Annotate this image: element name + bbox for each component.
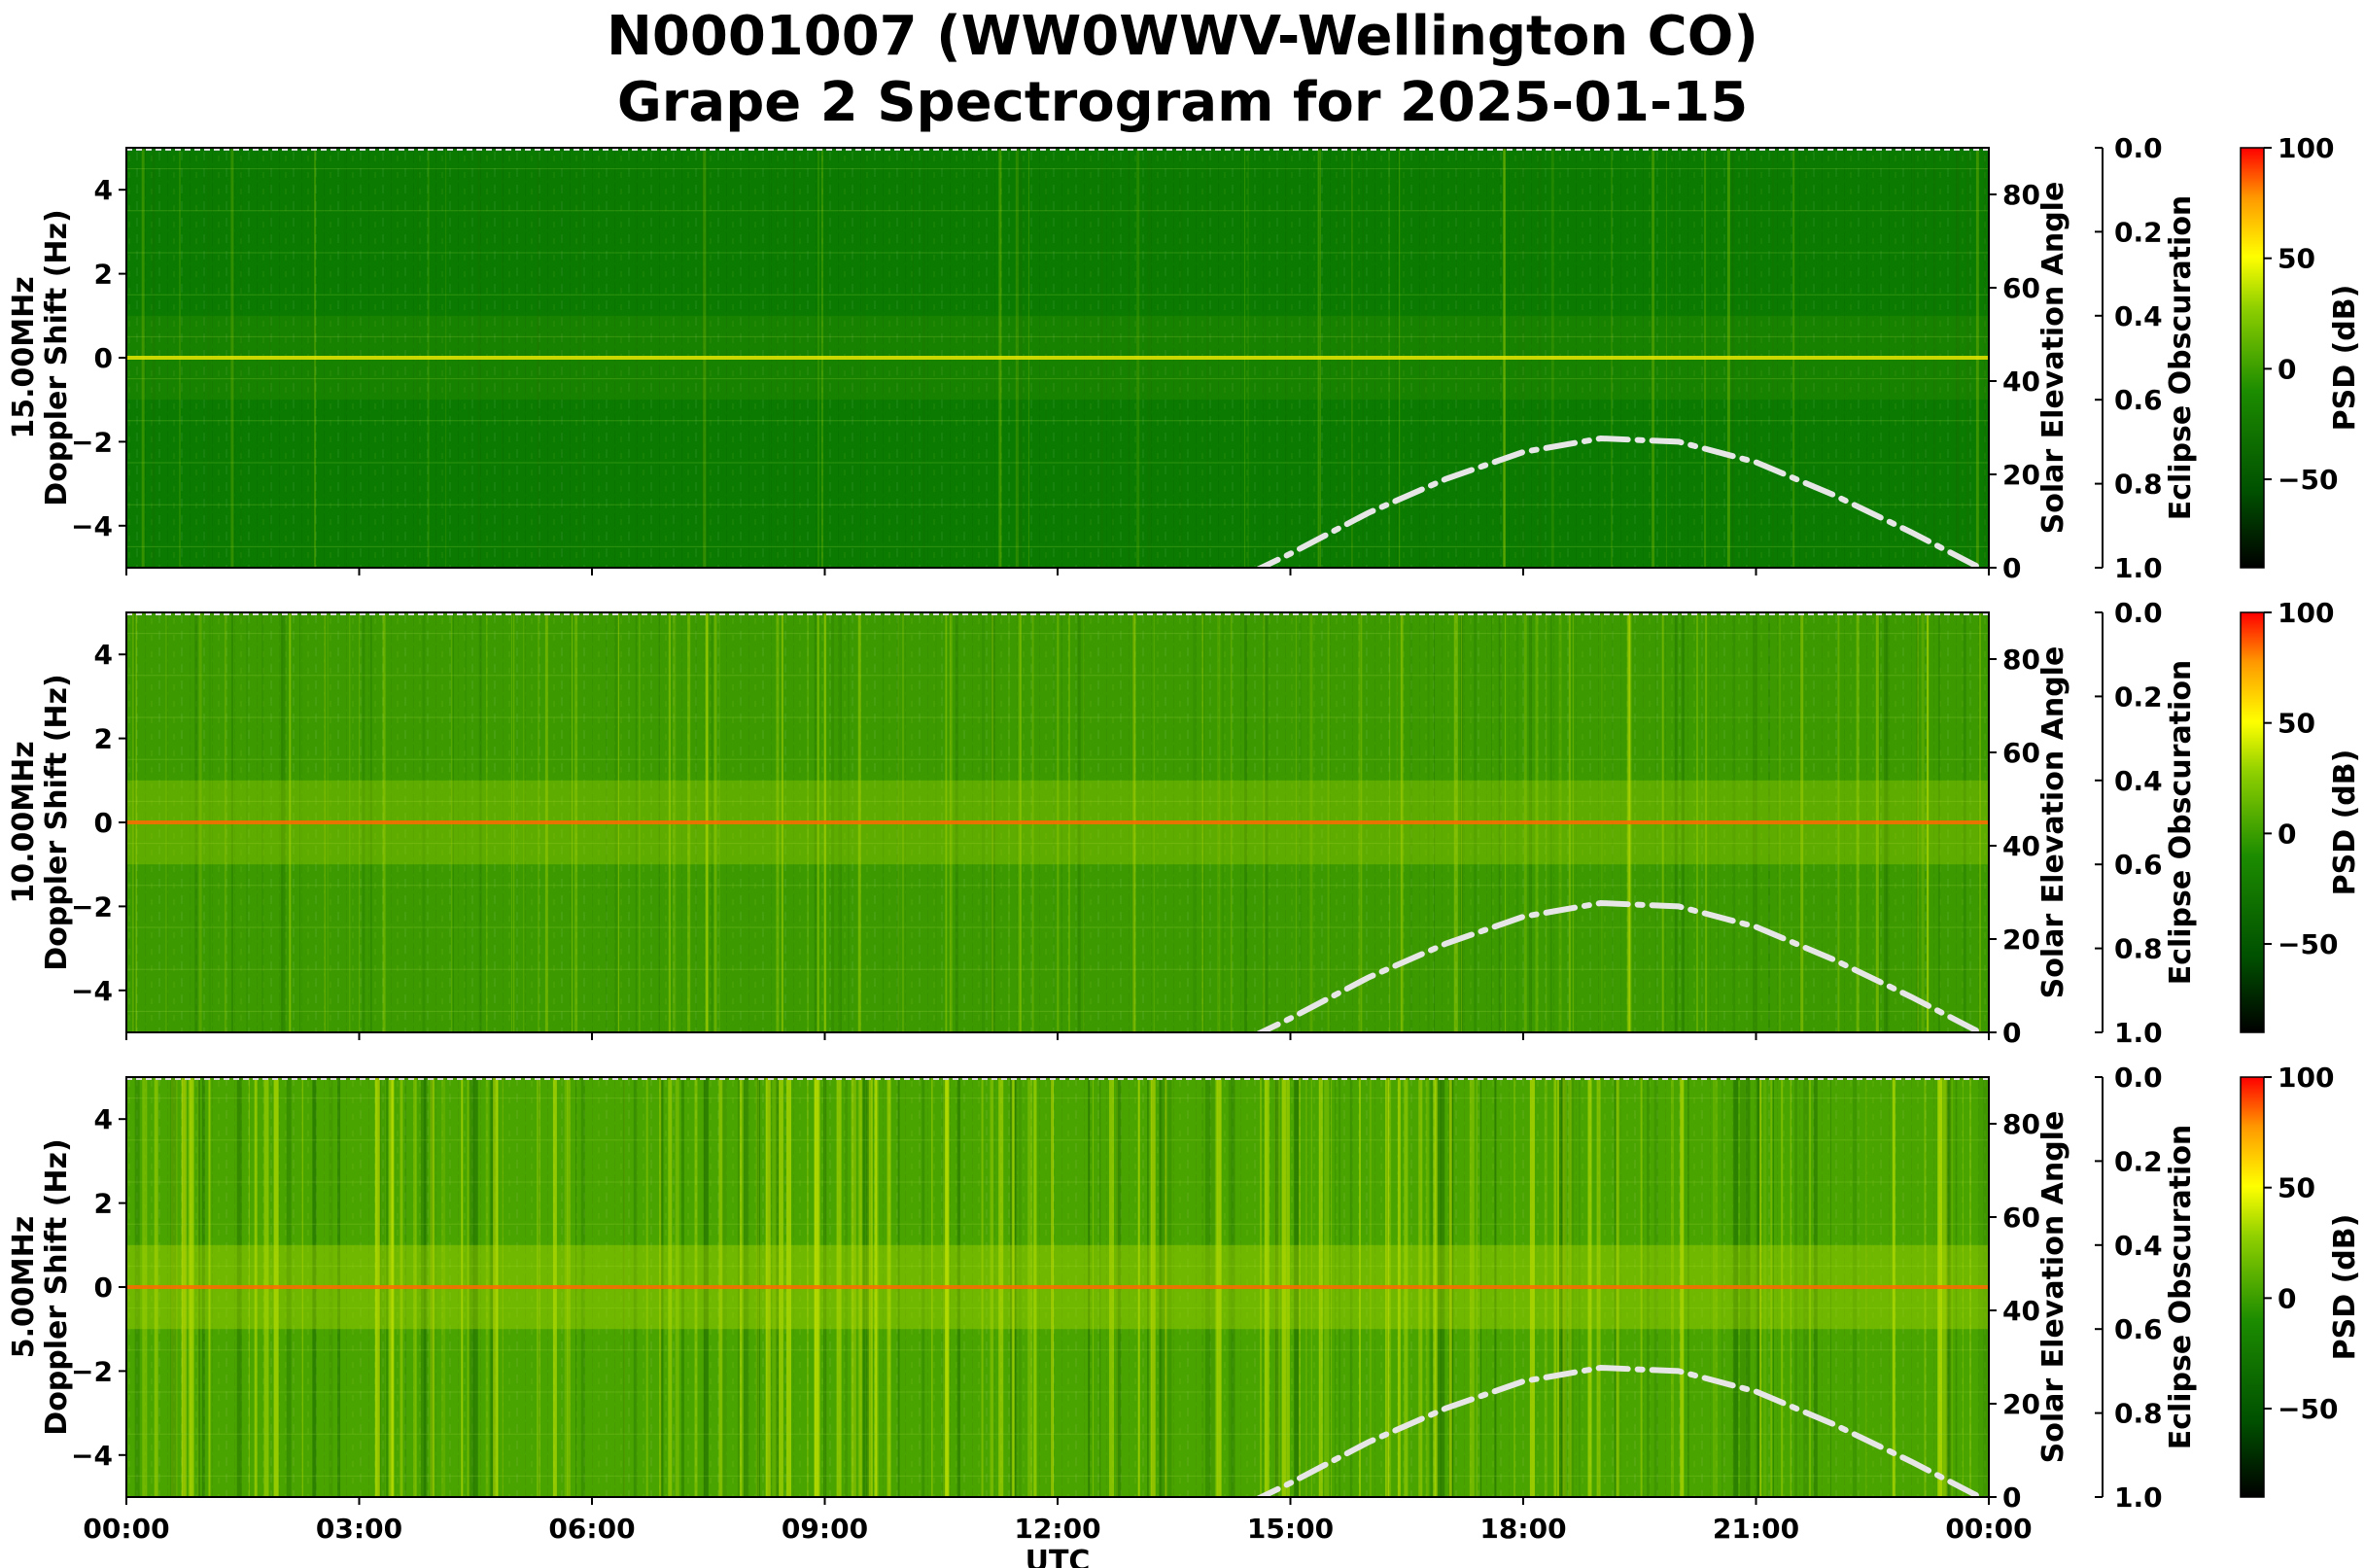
y-axis-label-line-2: Doppler Shift (Hz) xyxy=(40,674,74,970)
y-tick-label: 2 xyxy=(94,259,113,291)
eclipse-tick-label: 0.8 xyxy=(2114,933,2163,965)
right-tick-label: 20 xyxy=(2002,459,2040,491)
colorbar-label: PSD (dB) xyxy=(2328,749,2362,896)
chart-title: N0001007 (WW0WWV-Wellington CO) Grape 2 … xyxy=(0,4,2365,136)
right-tick-label: 20 xyxy=(2002,1388,2040,1420)
eclipse-tick-label: 0.2 xyxy=(2114,1145,2163,1177)
eclipse-tick-label: 0.0 xyxy=(2114,132,2163,164)
right-tick-label: 60 xyxy=(2002,1202,2040,1234)
y-tick-label: −4 xyxy=(71,1440,113,1472)
colorbar-tick-label: 50 xyxy=(2278,708,2315,740)
right-tick-label: 40 xyxy=(2002,830,2040,862)
eclipse-tick-label: 0.6 xyxy=(2114,384,2163,416)
right-tick-label: 80 xyxy=(2002,644,2040,676)
eclipse-tick-label: 0.2 xyxy=(2114,680,2163,713)
y-tick-label: −2 xyxy=(71,426,113,458)
colorbar-label: PSD (dB) xyxy=(2328,285,2362,432)
y-tick-label: 0 xyxy=(94,807,113,839)
y-tick-label: 0 xyxy=(94,1272,113,1304)
eclipse-tick-label: 1.0 xyxy=(2114,1481,2163,1514)
colorbar-tick-label: 100 xyxy=(2278,1062,2334,1094)
y-axis-label-line-2: Doppler Shift (Hz) xyxy=(40,209,74,505)
x-tick-label: 00:00 xyxy=(83,1513,169,1545)
colorbar xyxy=(2240,611,2265,1033)
eclipse-axis-label: Eclipse Obscuration xyxy=(2164,1125,2198,1450)
x-tick-label: 18:00 xyxy=(1479,1513,1566,1545)
y-tick-label: 4 xyxy=(94,1103,113,1135)
eclipse-tick-label: 0.4 xyxy=(2114,1230,2163,1262)
colorbar xyxy=(2240,1076,2265,1498)
right-axis-label: Solar Elevation Angle xyxy=(2036,1111,2070,1464)
colorbar-label: PSD (dB) xyxy=(2328,1214,2362,1361)
right-tick-label: 80 xyxy=(2002,179,2040,211)
colorbar-tick-label: −50 xyxy=(2278,1393,2338,1425)
x-axis-label: UTC xyxy=(1026,1545,1091,1568)
colorbar xyxy=(2240,147,2265,569)
x-tick-label: 15:00 xyxy=(1247,1513,1334,1545)
y-tick-label: 0 xyxy=(94,342,113,374)
title-line-2: Grape 2 Spectrogram for 2025-01-15 xyxy=(616,71,1749,134)
right-tick-label: 0 xyxy=(2002,1481,2021,1514)
colorbar-tick-label: 100 xyxy=(2278,132,2334,164)
y-axis-label-line-1: 15.00MHz xyxy=(7,276,41,438)
right-axis-label: Solar Elevation Angle xyxy=(2036,646,2070,999)
colorbar-tick-label: 100 xyxy=(2278,597,2334,629)
right-tick-label: 60 xyxy=(2002,272,2040,304)
right-tick-label: 40 xyxy=(2002,366,2040,398)
eclipse-tick-label: 1.0 xyxy=(2114,1017,2163,1049)
colorbar-tick-label: 0 xyxy=(2278,818,2296,850)
panel-5.00MHz: 420−2−45.00MHz Doppler Shift (Hz)80604020… xyxy=(7,1062,2362,1568)
solar-elevation-curve xyxy=(1254,1364,1987,1497)
x-tick-label: 06:00 xyxy=(548,1513,635,1545)
x-tick-label: 21:00 xyxy=(1713,1513,1799,1545)
eclipse-tick-label: 0.4 xyxy=(2114,765,2163,797)
right-tick-label: 60 xyxy=(2002,737,2040,769)
eclipse-axis-label: Eclipse Obscuration xyxy=(2164,660,2198,986)
panel-10.00MHz: 420−2−410.00MHz Doppler Shift (Hz)8060402… xyxy=(7,597,2362,1049)
solar-elevation-curve xyxy=(1254,435,1987,568)
x-tick-label: 03:00 xyxy=(316,1513,402,1545)
eclipse-tick-label: 0.6 xyxy=(2114,849,2163,881)
y-axis-label-line-1: 5.00MHz xyxy=(7,1216,41,1358)
right-tick-label: 80 xyxy=(2002,1108,2040,1140)
right-tick-label: 0 xyxy=(2002,552,2021,584)
y-axis-label-line-1: 10.00MHz xyxy=(7,741,41,903)
colorbar-tick-label: 0 xyxy=(2278,1282,2296,1314)
right-tick-label: 20 xyxy=(2002,923,2040,956)
y-tick-label: −4 xyxy=(71,510,113,542)
eclipse-tick-label: 0.4 xyxy=(2114,300,2163,332)
right-tick-label: 0 xyxy=(2002,1017,2021,1049)
y-tick-label: −4 xyxy=(71,975,113,1007)
x-tick-label: 12:00 xyxy=(1014,1513,1100,1545)
panel-15.00MHz: 420−2−415.00MHz Doppler Shift (Hz)8060402… xyxy=(7,132,2362,584)
eclipse-tick-label: 0.8 xyxy=(2114,1398,2163,1430)
y-tick-label: 4 xyxy=(94,639,113,671)
title-line-1: N0001007 (WW0WWV-Wellington CO) xyxy=(607,5,1758,68)
eclipse-tick-label: 1.0 xyxy=(2114,552,2163,584)
right-tick-label: 40 xyxy=(2002,1295,2040,1327)
eclipse-axis-label: Eclipse Obscuration xyxy=(2164,195,2198,521)
y-tick-label: 4 xyxy=(94,174,113,206)
eclipse-tick-label: 0.0 xyxy=(2114,597,2163,629)
x-tick-label: 00:00 xyxy=(1945,1513,2032,1545)
x-tick-label: 09:00 xyxy=(782,1513,868,1545)
eclipse-tick-label: 0.8 xyxy=(2114,469,2163,501)
solar-elevation-curve xyxy=(1254,899,1987,1032)
colorbar-tick-label: 0 xyxy=(2278,353,2296,385)
eclipse-tick-label: 0.0 xyxy=(2114,1062,2163,1094)
y-tick-label: 2 xyxy=(94,723,113,755)
colorbar-tick-label: −50 xyxy=(2278,928,2338,960)
y-tick-label: 2 xyxy=(94,1188,113,1220)
eclipse-tick-label: 0.2 xyxy=(2114,216,2163,248)
eclipse-tick-label: 0.6 xyxy=(2114,1313,2163,1345)
y-axis-label-line-2: Doppler Shift (Hz) xyxy=(40,1138,74,1435)
y-tick-label: −2 xyxy=(71,1355,113,1387)
y-tick-label: −2 xyxy=(71,890,113,923)
colorbar-tick-label: 50 xyxy=(2278,1172,2315,1204)
right-axis-label: Solar Elevation Angle xyxy=(2036,182,2070,535)
colorbar-tick-label: 50 xyxy=(2278,243,2315,275)
colorbar-tick-label: −50 xyxy=(2278,464,2338,496)
